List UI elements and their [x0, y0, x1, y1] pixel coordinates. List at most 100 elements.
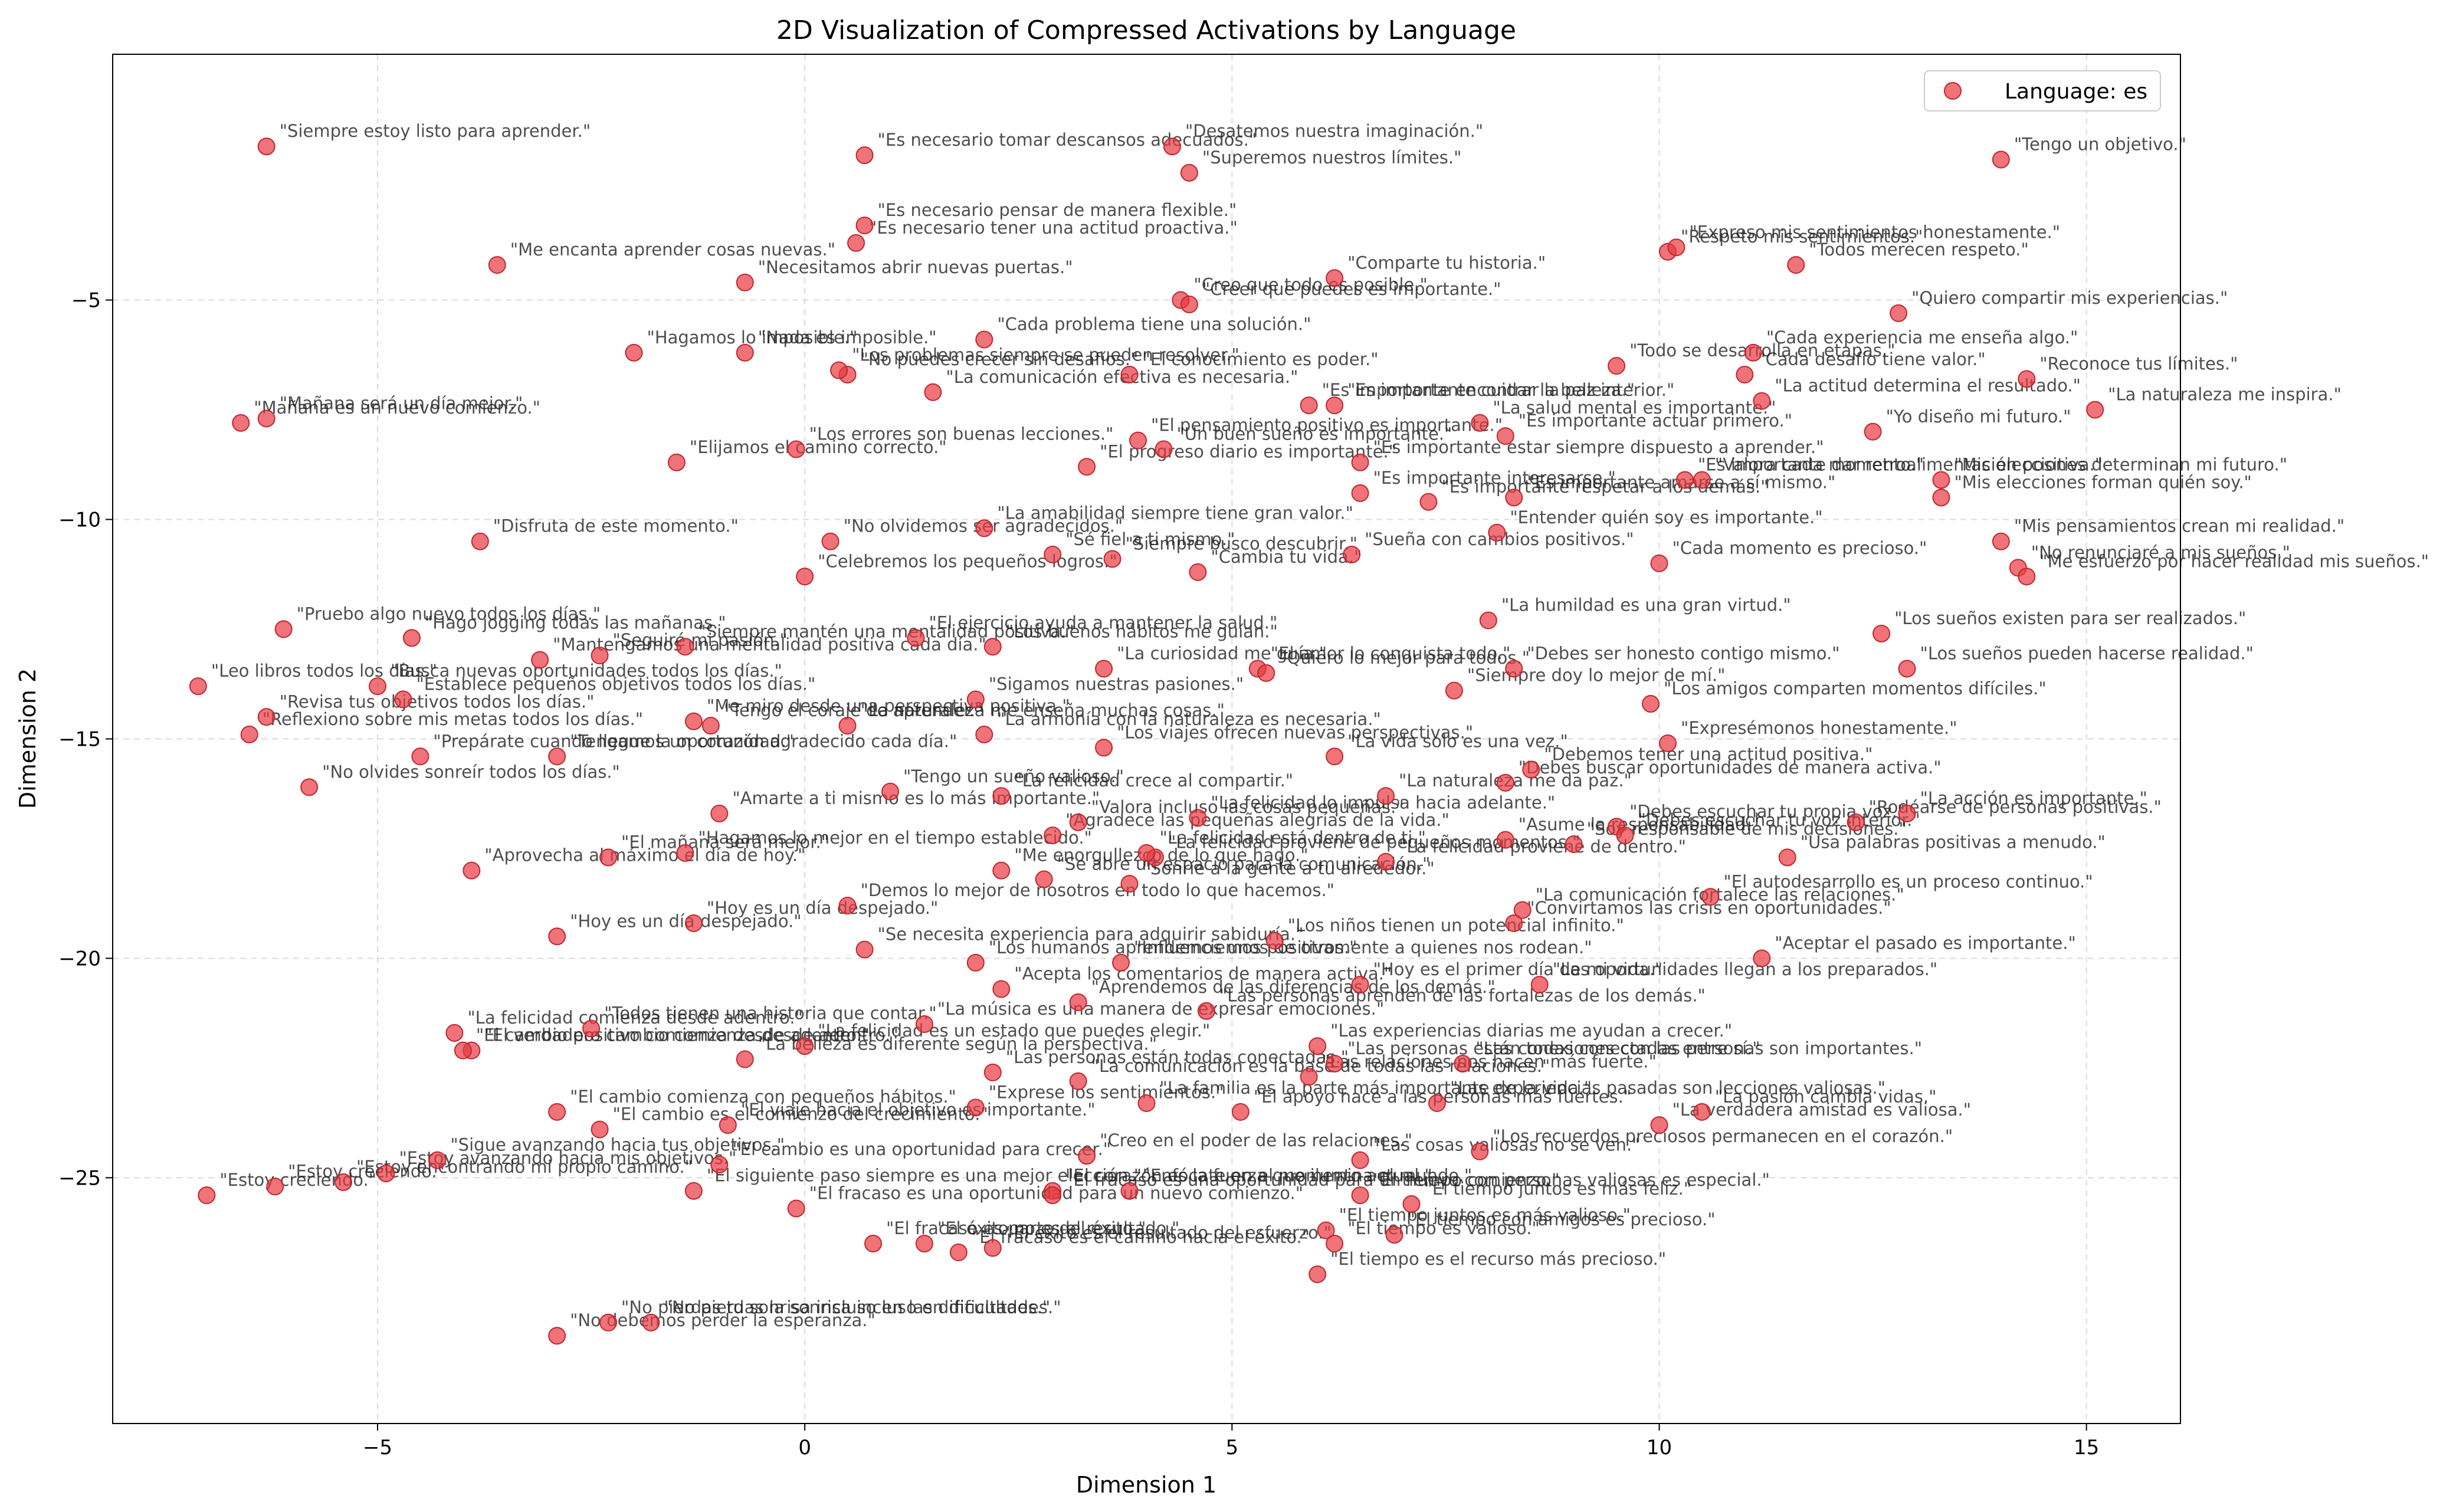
- point-label: "El mañana será mejor.": [621, 832, 829, 852]
- point-label: "Todos merecen respeto.": [1809, 240, 2029, 260]
- point-label: "Quiero lo mejor para todos.": [1279, 648, 1530, 668]
- scatter-point: [1120, 366, 1139, 384]
- point-label: "Creo que todo es posible.": [1193, 275, 1427, 295]
- scatter-point: [1454, 1054, 1472, 1072]
- scatter-point: [1300, 396, 1318, 415]
- y-tick-label: −10: [58, 509, 101, 532]
- scatter-point: [548, 1327, 566, 1345]
- point-label: "Entender quién soy es importante.": [1510, 507, 1822, 527]
- scatter-point: [548, 927, 566, 946]
- scatter-point: [1069, 813, 1087, 831]
- scatter-point: [1095, 660, 1113, 678]
- scatter-point: [821, 532, 839, 550]
- point-label: "Los sueños existen para ser realizados.…: [1894, 608, 2246, 628]
- point-label: "Revisa tus objetivos todos los días.": [280, 691, 595, 711]
- point-label: "La pasión cambia vidas.": [1715, 1087, 1937, 1107]
- scatter-point: [232, 414, 250, 432]
- scatter-point: [684, 914, 703, 932]
- scatter-point: [1351, 484, 1369, 502]
- x-axis-ticks: −5 0 5 10 15: [363, 1424, 2099, 1459]
- scatter-point: [463, 861, 481, 880]
- point-label: "El fracaso es una oportunidad para un n…: [1065, 1170, 1559, 1190]
- point-label: "La felicidad proviene de dentro.": [1399, 837, 1686, 857]
- scatter-point: [684, 712, 703, 730]
- point-label: "Los errores son buenas lecciones.": [809, 424, 1114, 444]
- legend-box: [1924, 70, 2161, 111]
- scatter-point: [1044, 1186, 1062, 1205]
- point-label: "Valora incluso las cosas pequeñas.": [1091, 797, 1404, 817]
- scatter-point: [966, 690, 985, 709]
- scatter-point: [676, 844, 694, 862]
- point-label: "Los amigos comparten momentos difíciles…: [1664, 678, 2047, 698]
- point-label: "La felicidad crece al compartir.": [1014, 770, 1293, 791]
- legend-marker: [1944, 82, 1962, 100]
- scatter-point: [1326, 1234, 1344, 1252]
- point-label: "La vida solo es una vez.": [1347, 731, 1568, 751]
- point-label: "Me encanta aprender cosas nuevas.": [510, 240, 835, 260]
- scatter-point: [2018, 568, 2036, 586]
- scatter-point: [1496, 427, 1514, 445]
- point-label: "Es importante encontrar la paz interior…: [1322, 380, 1675, 400]
- point-label: "El viaje hacia el objetivo es important…: [741, 1100, 1096, 1120]
- scatter-point: [599, 848, 618, 867]
- point-label: "Cambia tu vida.": [1211, 547, 1362, 567]
- scatter-point: [1744, 343, 1762, 362]
- point-label: "La armonía con la naturaleza es necesar…: [997, 709, 1380, 729]
- scatter-point: [1608, 357, 1626, 375]
- scatter-point: [1513, 901, 1532, 919]
- scatter-point: [1471, 414, 1489, 432]
- scatter-point: [881, 782, 899, 801]
- point-label: "Estoy creciendo.": [288, 1161, 445, 1181]
- point-label: "Hagamos lo imposible.": [647, 327, 857, 347]
- point-label: "Las experiencias diarias me ayudan a cr…: [1330, 1021, 1732, 1041]
- scatter-point: [983, 1063, 1002, 1081]
- scatter-point: [300, 778, 319, 796]
- scatter-point: [710, 804, 729, 822]
- point-label: "Usa palabras positivas a menudo.": [1801, 832, 2106, 852]
- scatter-point: [1872, 624, 1891, 642]
- scatter-point: [1693, 1103, 1711, 1121]
- scatter-point: [1095, 739, 1113, 757]
- point-label: "Prepárate cuando llegue la oportunidad.…: [433, 731, 794, 751]
- scatter-point: [1265, 932, 1284, 950]
- point-label: "Superemos nuestros límites.": [1202, 147, 1462, 168]
- scatter-point: [1155, 440, 1173, 458]
- point-label: "Hagamos lo mejor en el tiempo estableci…: [698, 828, 1092, 848]
- point-label: "La amabilidad siempre tiene gran valor.…: [997, 503, 1353, 523]
- point-label: "Valora cada momento.": [1715, 455, 1924, 475]
- scatter-point: [736, 273, 754, 291]
- point-label: "El tiempo con personas valiosas es espe…: [1373, 1170, 1770, 1190]
- point-label: "Las personas están todas conectadas ent…: [1347, 1038, 1760, 1058]
- point-label: "Yo diseño mi futuro.": [1886, 406, 2071, 427]
- point-label: "Exprese los sentimientos.": [989, 1082, 1224, 1102]
- point-label: "El cambio comienza con pequeños hábitos…: [570, 1087, 956, 1107]
- scatter-point: [1675, 471, 1694, 489]
- point-label: "Estoy creciendo.": [219, 1170, 376, 1190]
- scatter-point: [1753, 392, 1771, 410]
- scatter-point: [1496, 773, 1514, 792]
- scatter-point: [1044, 546, 1062, 564]
- scatter-point: [1343, 546, 1361, 564]
- point-label: "Tengamos un corazón agradecido cada día…: [570, 731, 957, 751]
- scatter-point: [667, 453, 686, 471]
- point-label: "La música es una manera de expresar emo…: [937, 999, 1384, 1019]
- scatter-point: [1231, 1103, 1250, 1121]
- point-label: "Reflexiono sobre mis metas todos los dí…: [263, 709, 643, 729]
- chart-title: 2D Visualization of Compressed Activatio…: [776, 15, 1516, 45]
- scatter-point: [591, 1120, 609, 1139]
- point-label: "Acepta los comentarios de manera activa…: [1014, 964, 1392, 984]
- point-label: "Todos tienen una historia que contar.": [604, 1003, 937, 1023]
- scatter-point: [966, 1098, 985, 1117]
- scatter-point: [719, 1116, 737, 1134]
- scatter-point: [548, 747, 566, 766]
- scatter-point: [488, 256, 506, 274]
- scatter-point: [582, 1019, 601, 1038]
- point-label: "El autodesarrollo es un proceso continu…: [1723, 871, 2093, 891]
- point-label: "El amor lo conquista todo.": [1271, 643, 1511, 663]
- scatter-point: [1120, 874, 1139, 893]
- scatter-point: [1069, 1072, 1087, 1090]
- point-label: "Comparte tu historia.": [1347, 252, 1546, 273]
- scatter-point: [1137, 844, 1156, 862]
- scatter-point: [796, 1037, 814, 1055]
- point-label: "Es importante dar retroalimentación pos…: [1698, 455, 2103, 475]
